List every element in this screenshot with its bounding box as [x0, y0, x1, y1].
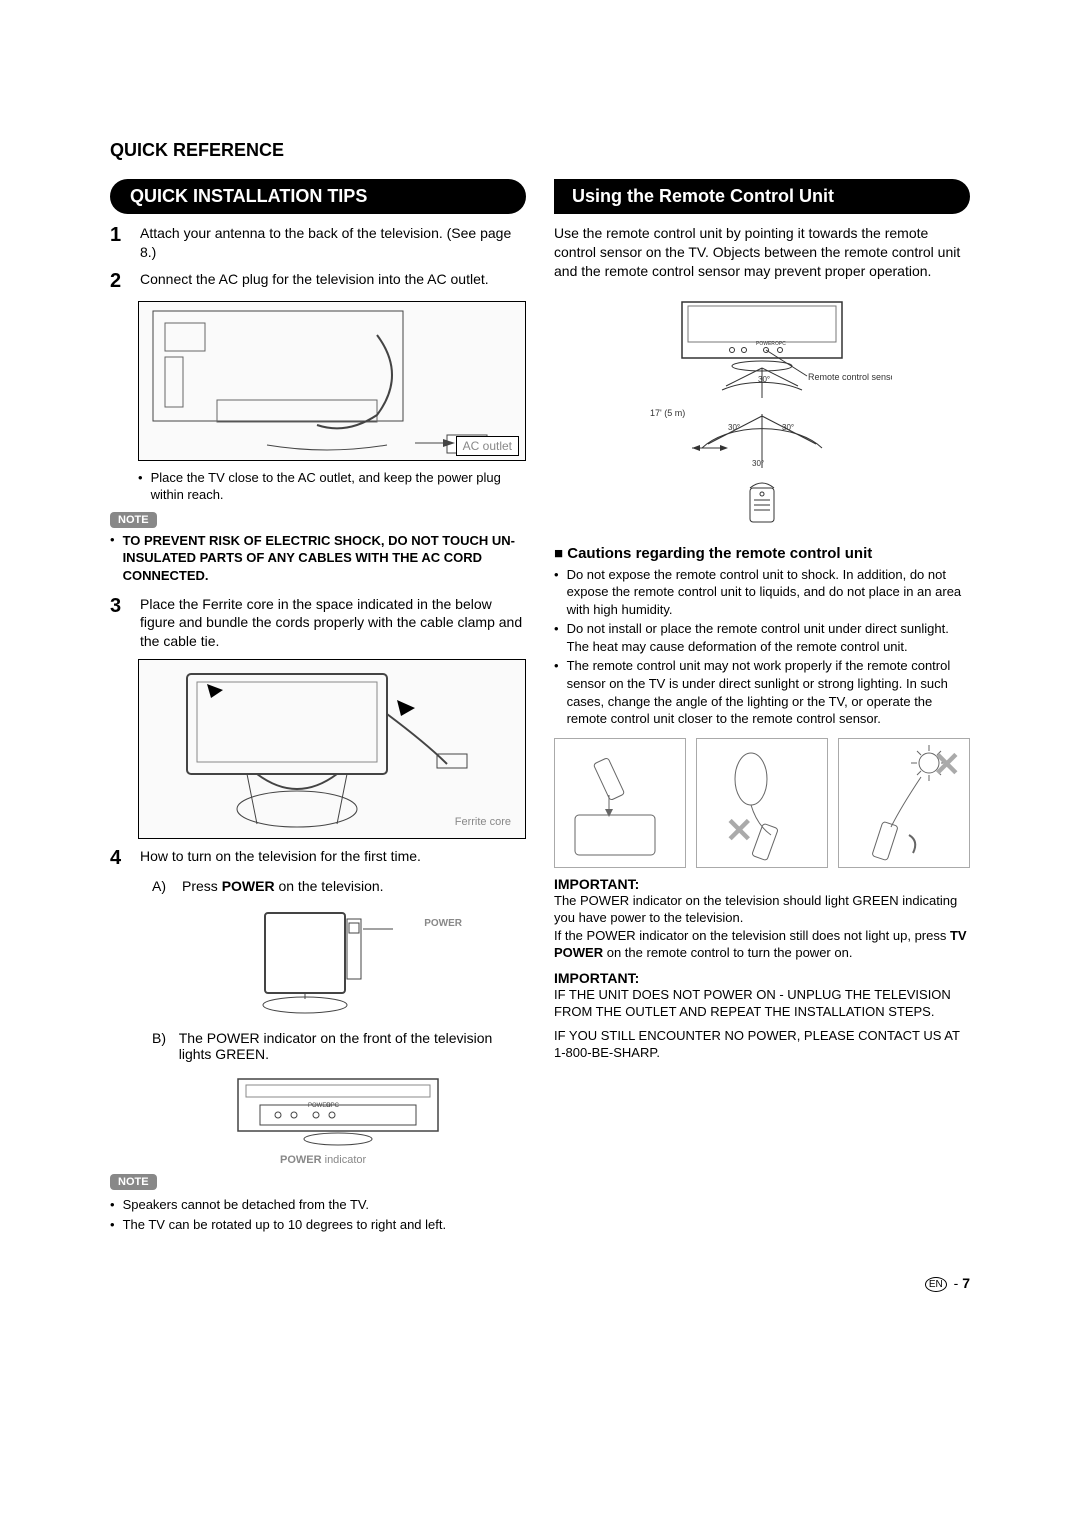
cautions-heading: Cautions regarding the remote control un…	[554, 545, 970, 562]
two-column-layout: QUICK INSTALLATION TIPS 1 Attach your an…	[110, 179, 970, 1235]
step-3: 3 Place the Ferrite core in the space in…	[110, 595, 526, 652]
remote-range-diagram: POWER OPC	[554, 293, 970, 533]
step-4a-text: Press POWER on the television.	[182, 878, 384, 894]
remote-intro: Use the remote control unit by pointing …	[554, 224, 970, 281]
remote-svg: POWER OPC	[632, 298, 892, 528]
svg-text:OPC: OPC	[775, 341, 786, 347]
step-1: 1 Attach your antenna to the back of the…	[110, 224, 526, 262]
illus-drop	[554, 738, 686, 868]
step-4: 4 How to turn on the television for the …	[110, 847, 526, 870]
important-2-head: IMPORTANT:	[554, 970, 970, 986]
right-column: Using the Remote Control Unit Use the re…	[554, 179, 970, 1235]
svg-text:30°: 30°	[752, 459, 764, 468]
figure-power-indicator: POWER OPC POWER indicator	[220, 1070, 460, 1160]
figure-ac-outlet: AC outlet	[138, 301, 526, 461]
important-2-body-b: IF YOU STILL ENCOUNTER NO POWER, PLEASE …	[554, 1027, 970, 1062]
svg-text:17' (5 m): 17' (5 m)	[650, 408, 685, 418]
step-4a: A) Press POWER on the television.	[152, 878, 526, 894]
step-text: Attach your antenna to the back of the t…	[140, 224, 526, 262]
step-number: 3	[110, 595, 130, 652]
svg-text:POWER: POWER	[756, 341, 775, 347]
step-number: 1	[110, 224, 130, 262]
tv-back-illustration	[147, 305, 518, 457]
angle-top-label: 30°	[758, 375, 770, 384]
important-1-body-b: If the POWER indicator on the television…	[554, 927, 970, 962]
caution-1: Do not expose the remote control unit to…	[554, 566, 970, 619]
svg-text:30°: 30°	[782, 423, 794, 432]
caution-3: The remote control unit may not work pro…	[554, 657, 970, 727]
step-text: Place the Ferrite core in the space indi…	[140, 595, 526, 652]
bottom-note-2: The TV can be rotated up to 10 degrees t…	[110, 1216, 526, 1234]
illus-liquid: ✕	[696, 738, 828, 868]
x-icon: ✕	[933, 745, 962, 785]
important-1-body-a: The POWER indicator on the television sh…	[554, 892, 970, 927]
shock-warning: • TO PREVENT RISK OF ELECTRIC SHOCK, DO …	[110, 532, 526, 585]
page-number: EN - 7	[110, 1275, 970, 1291]
quick-install-title: QUICK INSTALLATION TIPS	[110, 179, 526, 214]
x-icon: ✕	[725, 811, 754, 851]
figure-ferrite: Ferrite core	[138, 659, 526, 839]
svg-text:30°: 30°	[728, 423, 740, 432]
ferrite-illustration	[147, 664, 518, 835]
note-badge: NOTE	[110, 512, 157, 528]
tv-side-illustration	[255, 907, 425, 1017]
power-button-label: POWER	[424, 918, 462, 929]
ac-outlet-label: AC outlet	[456, 436, 519, 456]
step-4b: B) The POWER indicator on the front of t…	[152, 1030, 526, 1062]
svg-text:OPC: OPC	[326, 1103, 340, 1109]
power-indicator-label: POWER indicator	[280, 1154, 366, 1166]
tv-front-illustration: POWER OPC	[230, 1075, 450, 1155]
page: QUICK REFERENCE QUICK INSTALLATION TIPS …	[0, 0, 1080, 1351]
step-text: How to turn on the television for the fi…	[140, 847, 421, 870]
important-2-body-a: IF THE UNIT DOES NOT POWER ON - UNPLUG T…	[554, 986, 970, 1021]
remote-title: Using the Remote Control Unit	[554, 179, 970, 214]
important-1-head: IMPORTANT:	[554, 876, 970, 892]
svg-text:Remote control sensor: Remote control sensor	[808, 372, 892, 382]
step-text: Connect the AC plug for the television i…	[140, 270, 489, 293]
figure-power-button: POWER	[200, 902, 480, 1022]
illus-sunlight: ✕	[838, 738, 970, 868]
step-2: 2 Connect the AC plug for the television…	[110, 270, 526, 293]
step-number: 4	[110, 847, 130, 870]
caution-2: Do not install or place the remote contr…	[554, 620, 970, 655]
caution-illustrations: ✕ ✕	[554, 738, 970, 868]
note-badge-2: NOTE	[110, 1174, 157, 1190]
left-column: QUICK INSTALLATION TIPS 1 Attach your an…	[110, 179, 526, 1235]
bottom-note-1: Speakers cannot be detached from the TV.	[110, 1196, 526, 1214]
figure-note: Place the TV close to the AC outlet, and…	[138, 469, 526, 504]
ferrite-label: Ferrite core	[455, 816, 511, 828]
step-number: 2	[110, 270, 130, 293]
section-heading: QUICK REFERENCE	[110, 140, 970, 161]
